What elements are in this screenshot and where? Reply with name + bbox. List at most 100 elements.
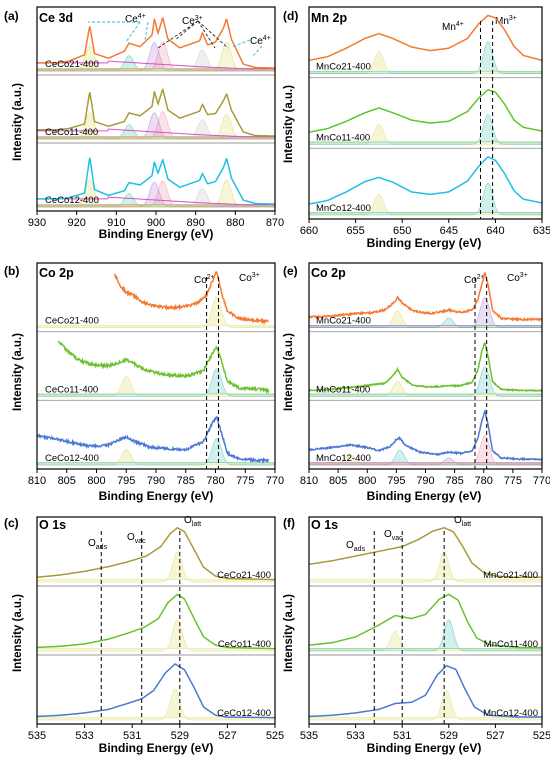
fit-peak (37, 688, 275, 721)
fit-peak (309, 435, 542, 466)
panel-e: (e) Co 2p Intensity (a.u.) Binding Energ… (283, 262, 550, 503)
sample-label: MnCo12-400 (316, 203, 371, 214)
spectrum-line (309, 342, 542, 393)
panel-title-e: Co 2p (311, 266, 346, 280)
series-a-0 (37, 16, 275, 72)
sample-label: CeCo21-400 (45, 59, 99, 70)
plot-area-b (37, 271, 275, 466)
x-tick-label: 535 (28, 730, 46, 742)
spectrum-line (37, 16, 275, 69)
ylabel-a: Intensity (a.u.) (12, 83, 24, 161)
x-tick-label: 535 (300, 730, 318, 742)
series-b-0 (37, 271, 275, 328)
x-tick-label: 525 (533, 730, 550, 742)
xlabel-d: Binding Energy (eV) (367, 236, 482, 250)
x-tick-label: 770 (533, 475, 550, 487)
xlabel-b: Binding Energy (eV) (99, 489, 214, 503)
x-tick-label: 660 (300, 225, 318, 237)
sample-label: MnCo11-400 (316, 132, 370, 143)
sample-label: MnCo12-400 (483, 708, 538, 719)
background-line (37, 196, 275, 206)
panel-title-c: O 1s (39, 518, 66, 532)
sample-label: CeCo11-400 (45, 127, 98, 138)
annotation-mn3: Mn3+ (495, 15, 517, 27)
fit-peak (309, 619, 542, 652)
annotations-d: Mn4+ Mn3+ (442, 15, 517, 33)
annotation-co2-e: Co2+ (464, 274, 485, 286)
panel-title-b: Co 2p (39, 266, 74, 280)
x-tick-label: 770 (266, 475, 284, 487)
series-d-0 (309, 14, 542, 74)
annotation-o-latt-f: Olatt (454, 515, 471, 528)
spectrum-line (37, 157, 275, 205)
x-tick-label: 780 (206, 475, 224, 487)
annotation-arrow (144, 21, 149, 41)
xlabel-f: Binding Energy (eV) (367, 741, 482, 755)
spectrum-line (309, 271, 542, 323)
x-tick-label: 640 (486, 225, 504, 237)
axes-frame-b (36, 262, 276, 470)
annotation-mn4: Mn4+ (442, 21, 464, 33)
fit-peak (37, 438, 275, 466)
sample-label: CeCo12-400 (45, 195, 99, 206)
x-tick-label: 880 (226, 217, 244, 229)
annotations-b: Co2+ Co3+ (194, 272, 260, 286)
panel-title-a: Ce 3d (39, 11, 73, 25)
annotations-e: Co2+ Co3+ (464, 272, 528, 286)
x-tick-label: 533 (346, 730, 364, 742)
spectrum-line (309, 89, 542, 133)
sample-label: CeCo11-400 (218, 639, 271, 650)
x-tick-label: 785 (177, 475, 195, 487)
spectrum-line (37, 88, 275, 137)
panel-d: (d) Mn 2p Intensity (a.u.) Binding Energ… (283, 6, 550, 250)
x-tick-label: 527 (486, 730, 504, 742)
spectrum-line (309, 526, 542, 579)
x-tick-label: 529 (440, 730, 458, 742)
annotation-co3: Co3+ (239, 272, 260, 284)
x-tick-label: 775 (504, 475, 522, 487)
sample-label: MnCo11-400 (484, 639, 538, 650)
x-tick-label: 805 (58, 475, 76, 487)
fit-peak (309, 41, 542, 74)
panel-a: (a) Ce 3d Intensity (a.u.) Binding Energ… (4, 6, 284, 241)
sample-label: MnCo12-400 (316, 453, 371, 464)
series-a-2 (37, 157, 275, 208)
x-tick-label: 780 (475, 475, 493, 487)
axes-frame-d (308, 6, 543, 220)
x-tick-label: 795 (387, 475, 405, 487)
annotation-ce4-left: Ce4+ (125, 13, 146, 25)
plot-area-e (309, 271, 542, 466)
panel-c: (c) O 1s Intensity (a.u.) Binding Energy… (4, 515, 284, 755)
annotation-co3-e: Co3+ (507, 272, 528, 284)
xlabel-c: Binding Energy (eV) (99, 741, 214, 755)
fit-peak (309, 551, 542, 583)
background-line (37, 128, 275, 138)
panel-label-a: (a) (4, 9, 19, 23)
fit-peak (309, 182, 542, 216)
spectrum-line (37, 527, 275, 581)
fit-peak (309, 689, 542, 721)
panel-label-c: (c) (4, 516, 19, 530)
panel-b: (b) Co 2p Intensity (a.u.) Binding Energ… (4, 262, 284, 503)
x-tick-label: 531 (123, 730, 141, 742)
x-tick-label: 870 (266, 217, 284, 229)
sample-label: CeCo21-400 (217, 570, 271, 581)
series-d-2 (309, 156, 542, 216)
annotation-ce3: Ce3+ (182, 15, 203, 27)
x-tick-label: 527 (218, 730, 236, 742)
x-tick-label: 890 (186, 217, 204, 229)
annotation-o-latt: Olatt (184, 515, 201, 528)
plot-area-f (309, 526, 542, 721)
annotation-ce4-right: Ce4+ (250, 35, 271, 47)
series-c-1 (37, 593, 275, 652)
sample-label: MnCo11-400 (316, 384, 370, 395)
panel-label-b: (b) (4, 264, 19, 278)
x-tick-label: 800 (87, 475, 105, 487)
panel-label-d: (d) (283, 9, 298, 23)
x-tick-label: 645 (440, 225, 458, 237)
spectrum-line (309, 408, 542, 462)
panel-title-d: Mn 2p (311, 11, 347, 25)
annotation-arrow (197, 20, 216, 49)
sample-label: CeCo21-400 (45, 316, 99, 327)
